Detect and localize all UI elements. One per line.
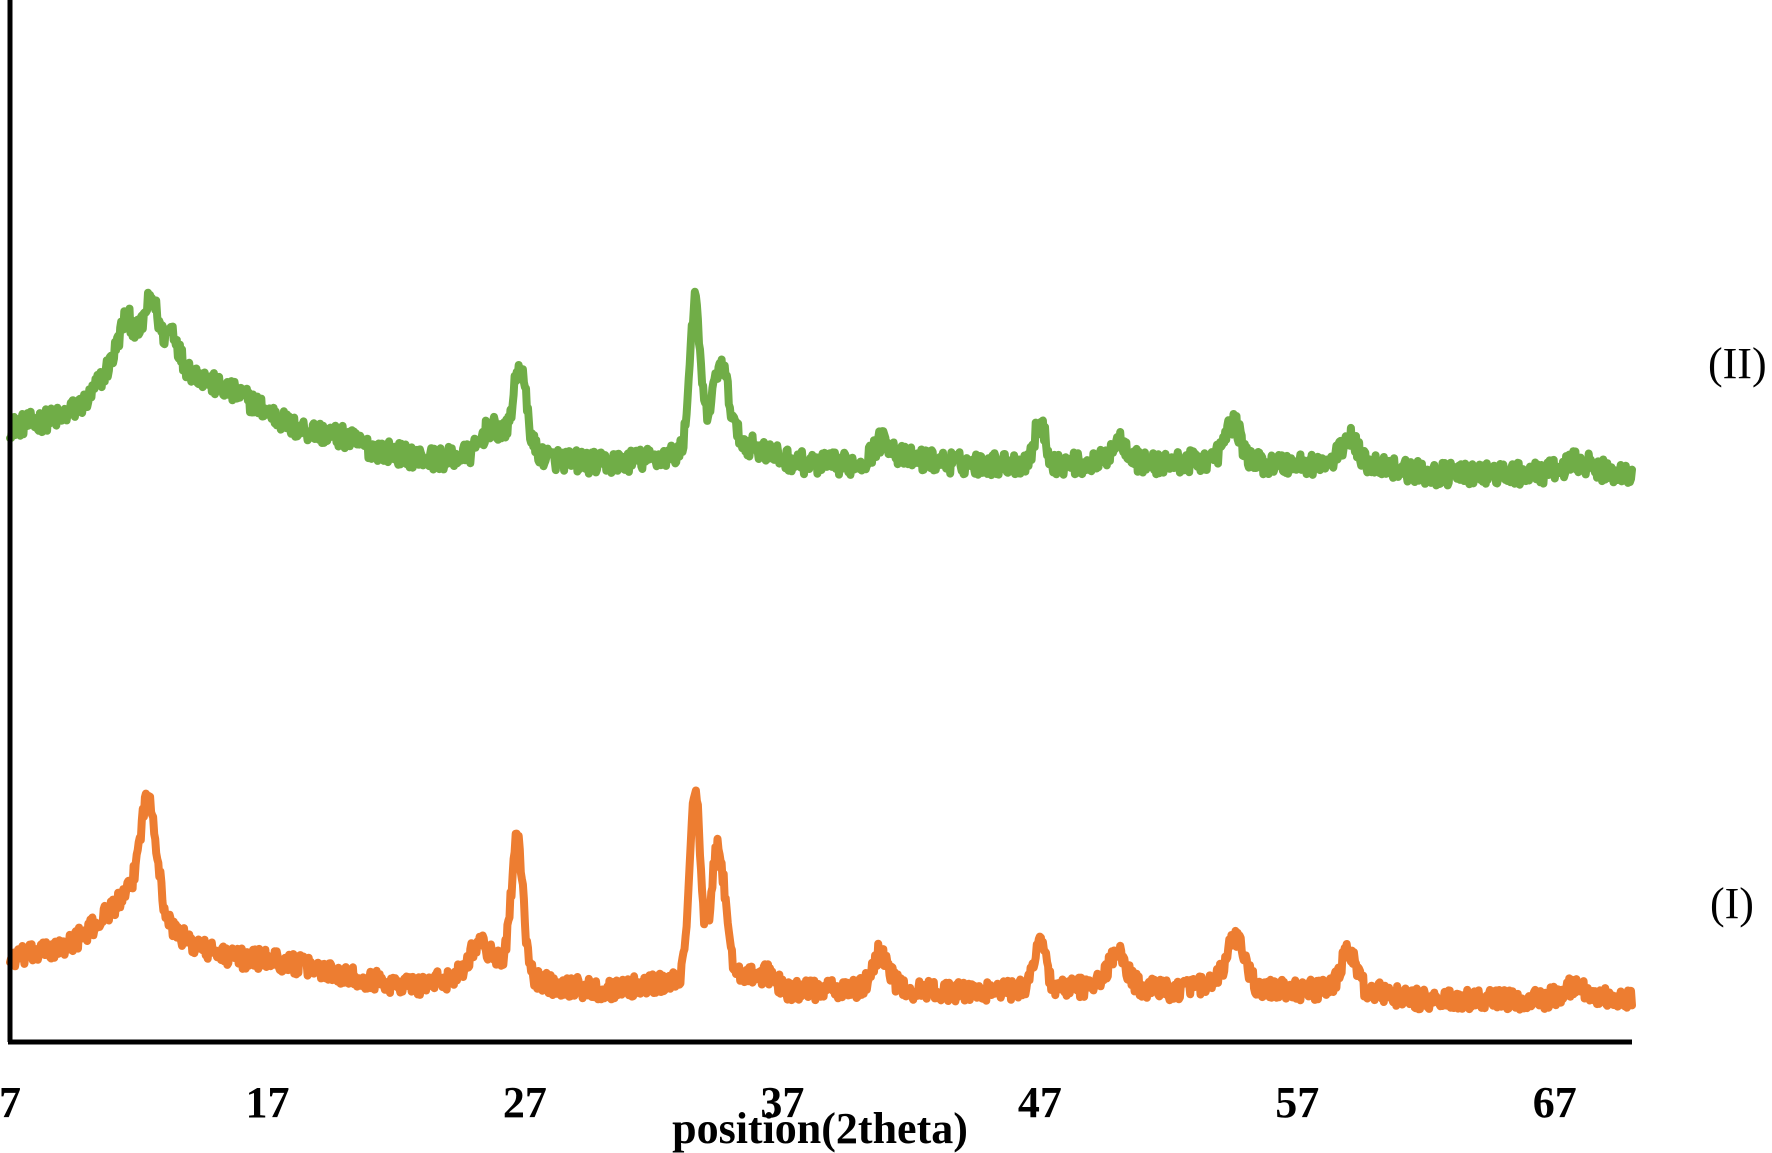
x-tick-label: 67 [1533,1078,1577,1127]
x-axis-title: position(2theta) [672,1104,968,1153]
series-label: (II) [1708,339,1767,388]
series-label: (I) [1710,879,1754,928]
series-layer [6,287,1636,1014]
x-tick-label: 17 [245,1078,289,1127]
series-line-II [6,287,1636,490]
series-labels: (II) (I) [1708,339,1767,928]
x-tick-label: 57 [1275,1078,1319,1127]
x-tick-label: 47 [1018,1078,1062,1127]
x-tick-label: 7 [0,1078,21,1127]
x-tick-labels: 7 17 27 37 47 57 67 [0,1078,1577,1127]
x-tick-label: 37 [760,1078,804,1127]
x-tick-label: 27 [503,1078,547,1127]
series-line-I [6,786,1636,1014]
